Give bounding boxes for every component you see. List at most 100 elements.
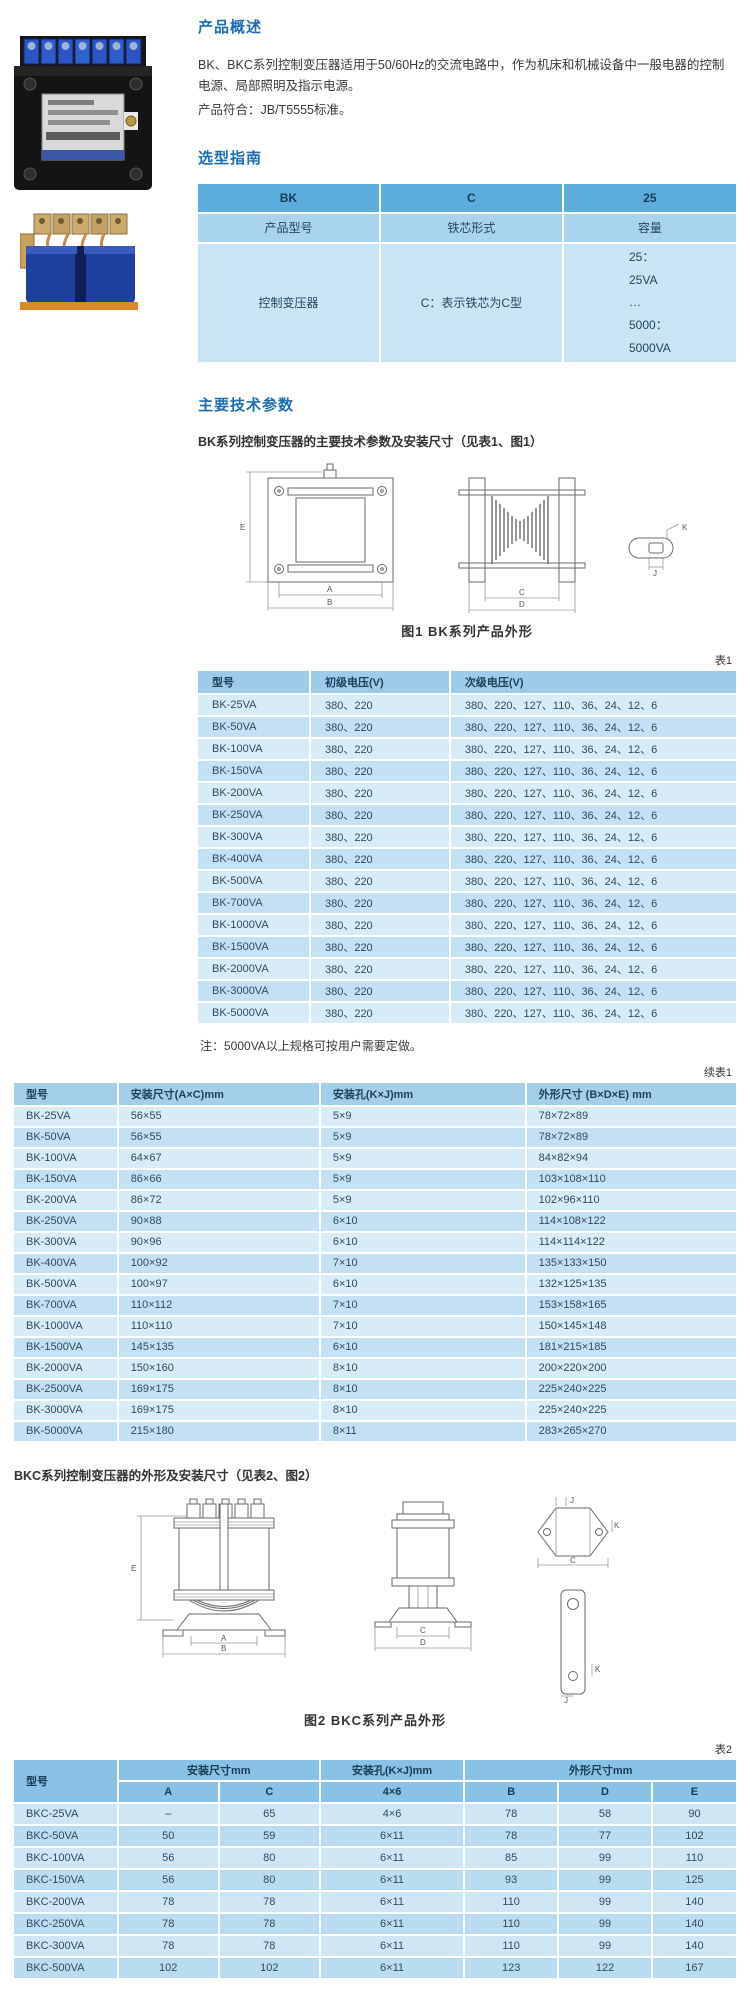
table-cell: 380、220 [310, 980, 451, 1003]
table-cell: BK-300VA [14, 1232, 119, 1254]
svg-text:K: K [682, 523, 688, 532]
table-cell: 56 [118, 1869, 220, 1892]
bk-dimensions-table: 型号 安装尺寸(A×C)mm 安装孔(K×J)mm 外形尺寸 (B×D×E) m… [14, 1082, 736, 1443]
table-cell: 380、220 [310, 936, 451, 959]
table-cell: BK-1500VA [198, 936, 311, 959]
table1-note: 注：5000VA以上规格可按用户需要定做。 [200, 1038, 422, 1053]
table-cell: 78 [118, 1891, 220, 1914]
table-cell: 型号 [14, 1082, 119, 1107]
table-cell: BK-100VA [198, 738, 311, 761]
table-row: 产品型号 铁芯形式 容量 [198, 213, 736, 244]
svg-text:A: A [221, 1634, 227, 1643]
table-row: BK-50VA 56×55 5×9 78×72×89 [14, 1127, 736, 1149]
table-cell: 7×10 [320, 1253, 527, 1275]
bkc-product-photo [20, 213, 138, 310]
table-cell: BK-300VA [198, 826, 311, 849]
table-row: BK-2500VA 169×175 8×10 225×240×225 [14, 1379, 736, 1401]
table-cell: BK-150VA [198, 760, 311, 783]
table-cell: BK-25VA [198, 694, 311, 717]
table-cell: 140 [652, 1935, 736, 1958]
table-cell: 初级电压(V) [310, 670, 451, 695]
table-cell: 7×10 [320, 1316, 527, 1338]
table-row: BK-150VA 380、220 380、220、127、110、36、24、12、… [198, 760, 736, 783]
table-cell: 103×108×110 [526, 1169, 736, 1191]
table-cell: 380、220 [310, 958, 451, 981]
table-cell: 225×240×225 [526, 1400, 736, 1422]
table-row: BK-250VA 90×88 6×10 114×108×122 [14, 1211, 736, 1233]
table-cell: 80 [219, 1847, 321, 1870]
table-cell: C [380, 183, 564, 214]
table-cell: 380、220、127、110、36、24、12、6 [450, 804, 736, 827]
table-cell: 8×10 [320, 1379, 527, 1401]
table1-label: 表1 [714, 654, 732, 667]
bk-voltage-table: 型号 初级电压(V) 次级电压(V) BK-25VA 380、220 380、220… [198, 670, 736, 1025]
table-cell: BK-250VA [198, 804, 311, 827]
bk-intro-line: BK系列控制变压器的主要技术参数及安装尺寸（见表1、图1） [198, 434, 543, 449]
svg-text:J: J [653, 569, 657, 577]
table2-label: 表2 [714, 1743, 732, 1756]
table-cell: 90 [652, 1803, 736, 1826]
table-cell: 安装尺寸mm [118, 1759, 321, 1782]
table-cell: 78 [465, 1825, 560, 1848]
table-cell: BKC-150VA [14, 1869, 119, 1892]
table-cell: 200×220×200 [526, 1358, 736, 1380]
table-cell: 6×10 [320, 1274, 527, 1296]
svg-text:K: K [595, 1665, 601, 1674]
table-cell: BKC-100VA [14, 1847, 119, 1870]
table-cell: BK-700VA [14, 1295, 119, 1317]
table-cell: 6×11 [320, 1913, 466, 1936]
table-cell: 380、220、127、110、36、24、12、6 [450, 760, 736, 783]
bkc-side-view-drawing: C D [374, 1501, 472, 1651]
table-header-row: A C 4×6 B D E [14, 1781, 736, 1804]
table-cell: 65 [219, 1803, 321, 1826]
table-row: BK-1500VA 145×135 6×10 181×215×185 [14, 1337, 736, 1359]
table-cell: 380、220、127、110、36、24、12、6 [450, 892, 736, 915]
table-cell: 4×6 [320, 1803, 466, 1826]
table-cell: 78 [118, 1935, 220, 1958]
table-row: BK-3000VA 380、220 380、220、127、110、36、24、12… [198, 980, 736, 1003]
table-cell: 86×66 [118, 1169, 321, 1191]
table-cell: 380、220 [310, 870, 451, 893]
svg-text:C: C [570, 1556, 576, 1565]
table-cell: 56 [118, 1847, 220, 1870]
table-cell: 110 [465, 1935, 560, 1958]
table-cell: 8×10 [320, 1400, 527, 1422]
table-cell: 150×160 [118, 1358, 321, 1380]
table-cell: 181×215×185 [526, 1337, 736, 1359]
table-cell: 25 [563, 183, 736, 214]
table-cell: 380、220 [310, 848, 451, 871]
table-row: BK-500VA 380、220 380、220、127、110、36、24、12、… [198, 870, 736, 893]
table-row: BK-200VA 380、220 380、220、127、110、36、24、12、… [198, 782, 736, 805]
table-cell: 86×72 [118, 1190, 321, 1212]
table-cell: 225×240×225 [526, 1379, 736, 1401]
standard-line: 产品符合：JB/T5555标准。 [198, 102, 352, 117]
bkc-front-view-drawing: E [131, 1498, 286, 1657]
table-cell: 6×10 [320, 1211, 527, 1233]
table-cell: 145×135 [118, 1337, 321, 1359]
table-cell: BKC-50VA [14, 1825, 119, 1848]
table-cell: 140 [652, 1913, 736, 1936]
table-cell: 110×110 [118, 1316, 321, 1338]
table-cell: 4×6 [320, 1781, 466, 1804]
table-cell: BKC-300VA [14, 1935, 119, 1958]
table-cell: 56×55 [118, 1127, 321, 1149]
table-cell: 外形尺寸mm [465, 1759, 736, 1782]
table-cell: BK-3000VA [14, 1400, 119, 1422]
table-row: BK-5000VA 215×180 8×11 283×265×270 [14, 1421, 736, 1443]
table-row: BKC-200VA 78 78 6×11 110 99 140 [14, 1891, 736, 1914]
svg-text:D: D [420, 1638, 426, 1647]
table-cell: 283×265×270 [526, 1421, 736, 1443]
table-cell: 380、220 [310, 694, 451, 717]
svg-text:J: J [564, 1696, 568, 1704]
table-header-row: 型号 安装尺寸(A×C)mm 安装孔(K×J)mm 外形尺寸 (B×D×E) m… [14, 1082, 736, 1107]
svg-text:E: E [131, 1564, 136, 1573]
table-cell: 6×11 [320, 1935, 466, 1958]
table-cell: 114×108×122 [526, 1211, 736, 1233]
table-row: BKC-150VA 56 80 6×11 93 99 125 [14, 1869, 736, 1892]
table-cell: E [652, 1781, 736, 1804]
selection-guide-table: BK C 25 产品型号 铁芯形式 容量 控制变压器 C：表示铁芯为C型 25：… [198, 183, 736, 364]
table-cell: 123 [465, 1957, 560, 1980]
table-cell: 380、220、127、110、36、24、12、6 [450, 848, 736, 871]
table-cell: 6×11 [320, 1957, 466, 1980]
table-cell: 78 [118, 1913, 220, 1936]
